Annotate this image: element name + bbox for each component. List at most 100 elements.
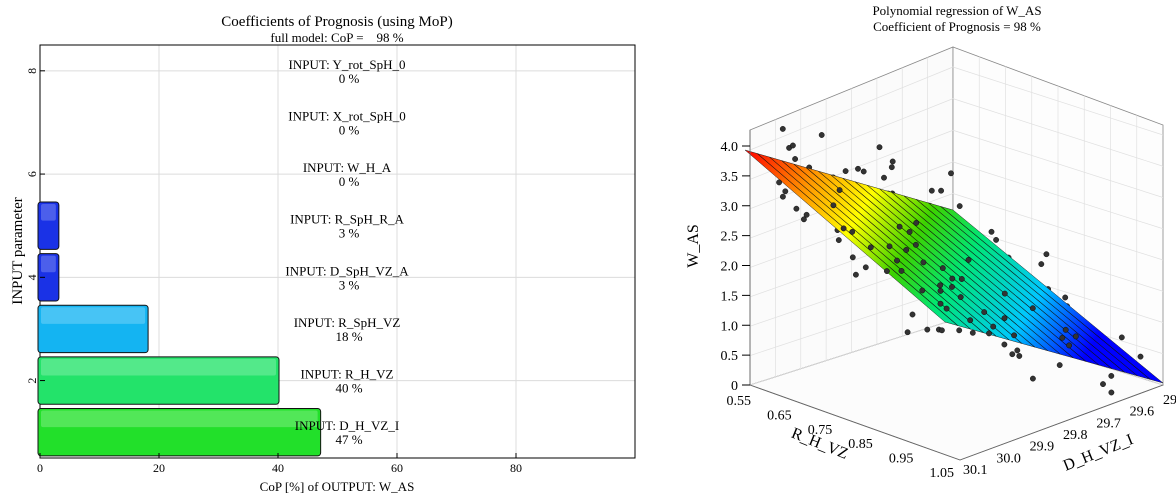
sample-point <box>779 125 786 132</box>
sample-point <box>1009 351 1016 358</box>
cop-bar-category: INPUT: X_rot_SpH_0 <box>288 108 405 123</box>
cop-bars <box>37 201 322 457</box>
z-tick-label: 0 <box>731 379 738 394</box>
cop-bar-category: INPUT: D_H_VZ_I <box>295 418 399 433</box>
cop-bar-value-label: 0 % <box>339 174 360 189</box>
surface-mesh-line <box>928 202 1138 377</box>
sample-point <box>849 254 856 261</box>
sample-point <box>776 179 782 186</box>
cop-y-tick-label: 8 <box>25 68 39 74</box>
cop-bar-value-label: 0 % <box>339 71 360 86</box>
sample-point <box>1059 334 1066 341</box>
sample-point <box>957 294 964 300</box>
sample-point <box>993 236 999 243</box>
z-tick-label: 2.0 <box>721 260 739 275</box>
cop-bar-value-label: 40 % <box>335 381 362 396</box>
cop-bar-category: INPUT: R_SpH_VZ <box>294 315 401 330</box>
y-tick-label: 29.9 <box>1030 440 1055 455</box>
sample-point <box>949 283 955 290</box>
sample-point <box>906 229 913 235</box>
cop-bar <box>37 407 322 457</box>
sample-point <box>943 305 950 312</box>
surface-mesh-line <box>818 170 1023 344</box>
sample-point <box>1014 347 1021 354</box>
sample-point <box>1062 294 1069 301</box>
sample-point <box>1001 341 1008 348</box>
sample-point <box>909 311 916 318</box>
sample-point <box>782 188 789 195</box>
sample-point <box>889 158 896 165</box>
sample-point <box>1108 372 1115 379</box>
cop-y-axis-label: INPUT parameter <box>10 197 26 305</box>
z-tick-label: 3.0 <box>721 200 739 215</box>
sample-point <box>949 275 956 282</box>
cop-bar <box>37 356 280 405</box>
sample-point <box>801 216 807 223</box>
surface-mesh-line <box>842 178 1048 351</box>
sample-point <box>986 330 992 337</box>
sample-point <box>849 228 856 235</box>
sample-point <box>1072 333 1079 340</box>
cop-bar-value-label: 18 % <box>335 329 362 344</box>
cop-y-tick-label: 2 <box>25 378 39 384</box>
sample-point <box>913 219 920 226</box>
sample-point <box>1001 315 1008 322</box>
sample-point <box>965 256 972 263</box>
sample-point <box>1029 305 1036 312</box>
cop-x-tick-label: 40 <box>272 461 284 475</box>
sample-point <box>855 165 861 172</box>
sample-point <box>924 326 931 333</box>
sample-point <box>919 287 926 294</box>
sample-point <box>956 203 963 210</box>
surface-chart-subtitle: Coefficient of Prognosis = 98 % <box>873 19 1041 34</box>
x-tick-label: 0.85 <box>848 437 873 452</box>
z-tick-label: 2.5 <box>721 230 739 245</box>
y-tick-label: 29.8 <box>1063 428 1088 443</box>
cop-bar-value-label: 3 % <box>339 226 360 241</box>
sample-point <box>939 327 945 334</box>
z-tick-label: 1.5 <box>721 289 739 304</box>
sample-point <box>1011 332 1017 339</box>
sample-point <box>1100 381 1106 387</box>
cop-bar-category: INPUT: W_H_A <box>303 160 392 175</box>
sample-point <box>840 225 847 232</box>
x-tick-label: 0.75 <box>808 423 833 438</box>
sample-point <box>1030 375 1036 382</box>
cop-x-ticks: 0 20 40 60 80 <box>37 453 522 475</box>
surface-mesh-line <box>940 206 1151 380</box>
sample-point <box>780 193 786 200</box>
sample-point <box>1056 362 1063 368</box>
cop-bar <box>37 304 149 354</box>
sample-point <box>969 329 976 336</box>
cop-bar-category: INPUT: Y_rot_SpH_0 <box>289 57 406 72</box>
cop-x-tick-label: 20 <box>153 461 165 475</box>
surface-mesh-line <box>769 156 971 330</box>
y-tick-label: 30.1 <box>963 463 988 478</box>
cop-bar-highlight <box>41 307 146 324</box>
sample-point <box>793 205 800 212</box>
sample-point <box>836 187 843 194</box>
surface-mesh-line <box>757 153 959 326</box>
cop-bar-category: INPUT: D_SpH_VZ_A <box>285 263 409 278</box>
sample-point <box>898 267 905 274</box>
regression-surface-chart: Polynomial regression of W_AS Coefficien… <box>685 3 1176 481</box>
cop-bar-highlight <box>41 410 318 428</box>
cop-bar-chart: Coefficients of Prognosis (using MoP) fu… <box>10 14 636 494</box>
cop-chart-subtitle: full model: CoP = 98 % <box>270 30 403 45</box>
sample-point <box>988 228 995 235</box>
cop-y-tick-label: 4 <box>25 274 39 280</box>
sample-point <box>1062 326 1069 333</box>
sample-point <box>790 142 796 149</box>
sample-point <box>1001 290 1008 297</box>
sample-point <box>920 259 927 266</box>
sample-point <box>896 223 903 230</box>
cop-bar-value-label: 0 % <box>339 122 360 137</box>
surface-mesh-line <box>916 199 1125 373</box>
sample-point <box>981 309 988 315</box>
sample-point <box>913 241 919 248</box>
sample-point <box>1066 342 1073 349</box>
sample-point <box>886 243 893 250</box>
surface-mesh-line <box>854 181 1061 355</box>
